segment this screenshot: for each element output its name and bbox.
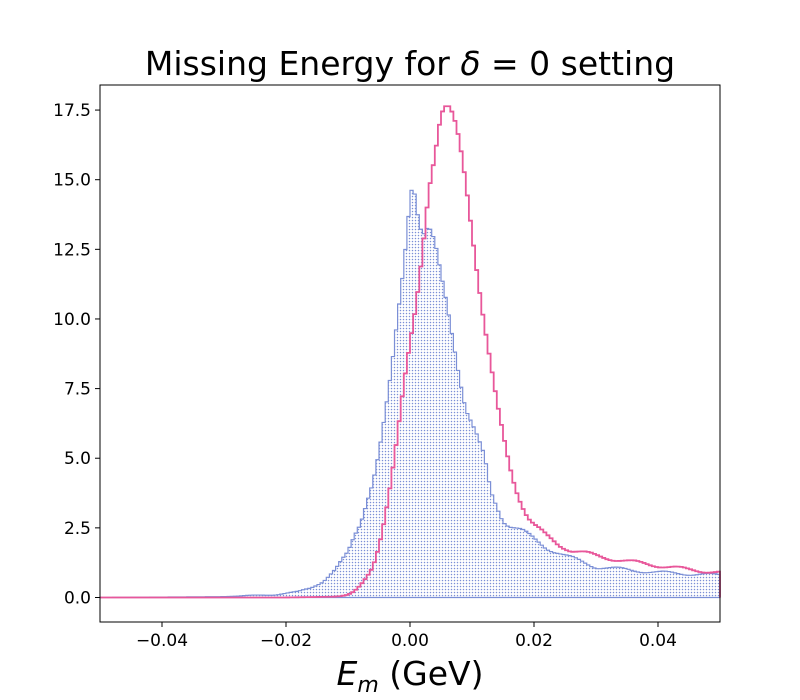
x-tick-label: 0.02 xyxy=(515,631,553,651)
y-tick-label: 2.5 xyxy=(64,519,91,539)
x-tick-label: −0.04 xyxy=(136,631,188,651)
x-tick-label: 0.00 xyxy=(391,631,429,651)
y-tick-label: 15.0 xyxy=(53,171,91,191)
histogram-series-1 xyxy=(100,105,721,599)
x-tick-label: −0.02 xyxy=(260,631,312,651)
y-tick-label: 10.0 xyxy=(53,310,91,330)
y-tick-label: 12.5 xyxy=(53,240,91,260)
x-axis-label: Em (GeV) xyxy=(337,654,484,698)
y-tick-label: 5.0 xyxy=(64,449,91,469)
y-tick-label: 7.5 xyxy=(64,380,91,400)
series-layer xyxy=(99,105,721,599)
axis-ticks: −0.04 −0.02 0.00 0.02 0.04 0.0 2.5 5.0 7.5 10.0 12… xyxy=(53,101,677,651)
x-tick-label: 0.04 xyxy=(639,631,677,651)
y-tick-label: 0.0 xyxy=(64,588,91,608)
y-tick-label: 17.5 xyxy=(53,101,91,121)
chart-title: Missing Energy for δ = 0 setting xyxy=(145,44,675,83)
histogram-series-0 xyxy=(99,189,721,599)
